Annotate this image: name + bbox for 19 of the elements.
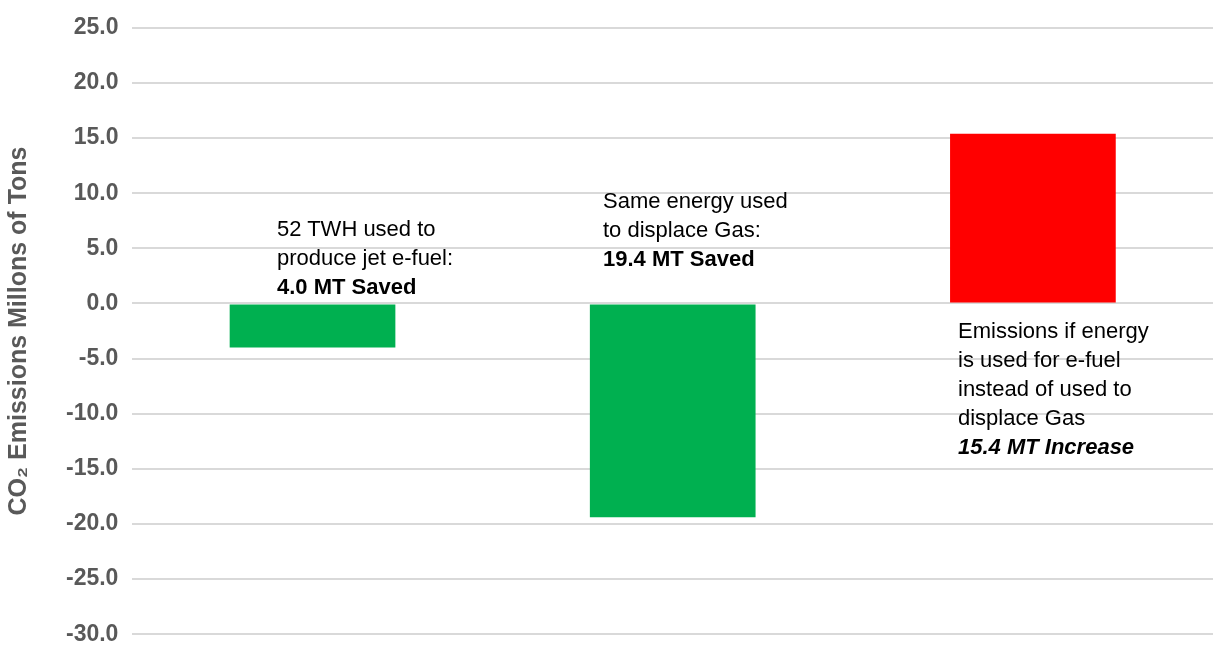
annotation: 19.4 MT Saved — [603, 246, 755, 272]
y-tick-label: -25.0 — [65, 564, 119, 591]
y-tick-label: 15.0 — [73, 123, 119, 150]
y-tick-label: 10.0 — [73, 178, 119, 205]
y-tick-label: 5.0 — [86, 233, 119, 260]
y-tick-label: -5.0 — [78, 343, 119, 370]
annotation: Emissions if energy is used for e-fuel instead of used to displace Gas — [958, 318, 1149, 431]
y-tick-label: 20.0 — [73, 68, 119, 95]
annotation: 52 TWH used to produce jet e-fuel: — [277, 216, 454, 271]
annotation: 15.4 MT Increase — [958, 434, 1135, 460]
annotation: Same energy used to displace Gas: — [603, 188, 788, 243]
y-tick-label: -10.0 — [65, 399, 119, 426]
y-tick-label: -20.0 — [65, 509, 119, 536]
y-tick-label: -15.0 — [65, 454, 119, 481]
y-tick-label: -30.0 — [65, 619, 119, 646]
y-tick-label: 0.0 — [86, 288, 119, 315]
annotation: 4.0 MT Saved — [277, 274, 417, 300]
y-axis-title: CO₂ Emissions Millons of Tons — [2, 146, 31, 516]
y-tick-label: 25.0 — [73, 13, 119, 40]
